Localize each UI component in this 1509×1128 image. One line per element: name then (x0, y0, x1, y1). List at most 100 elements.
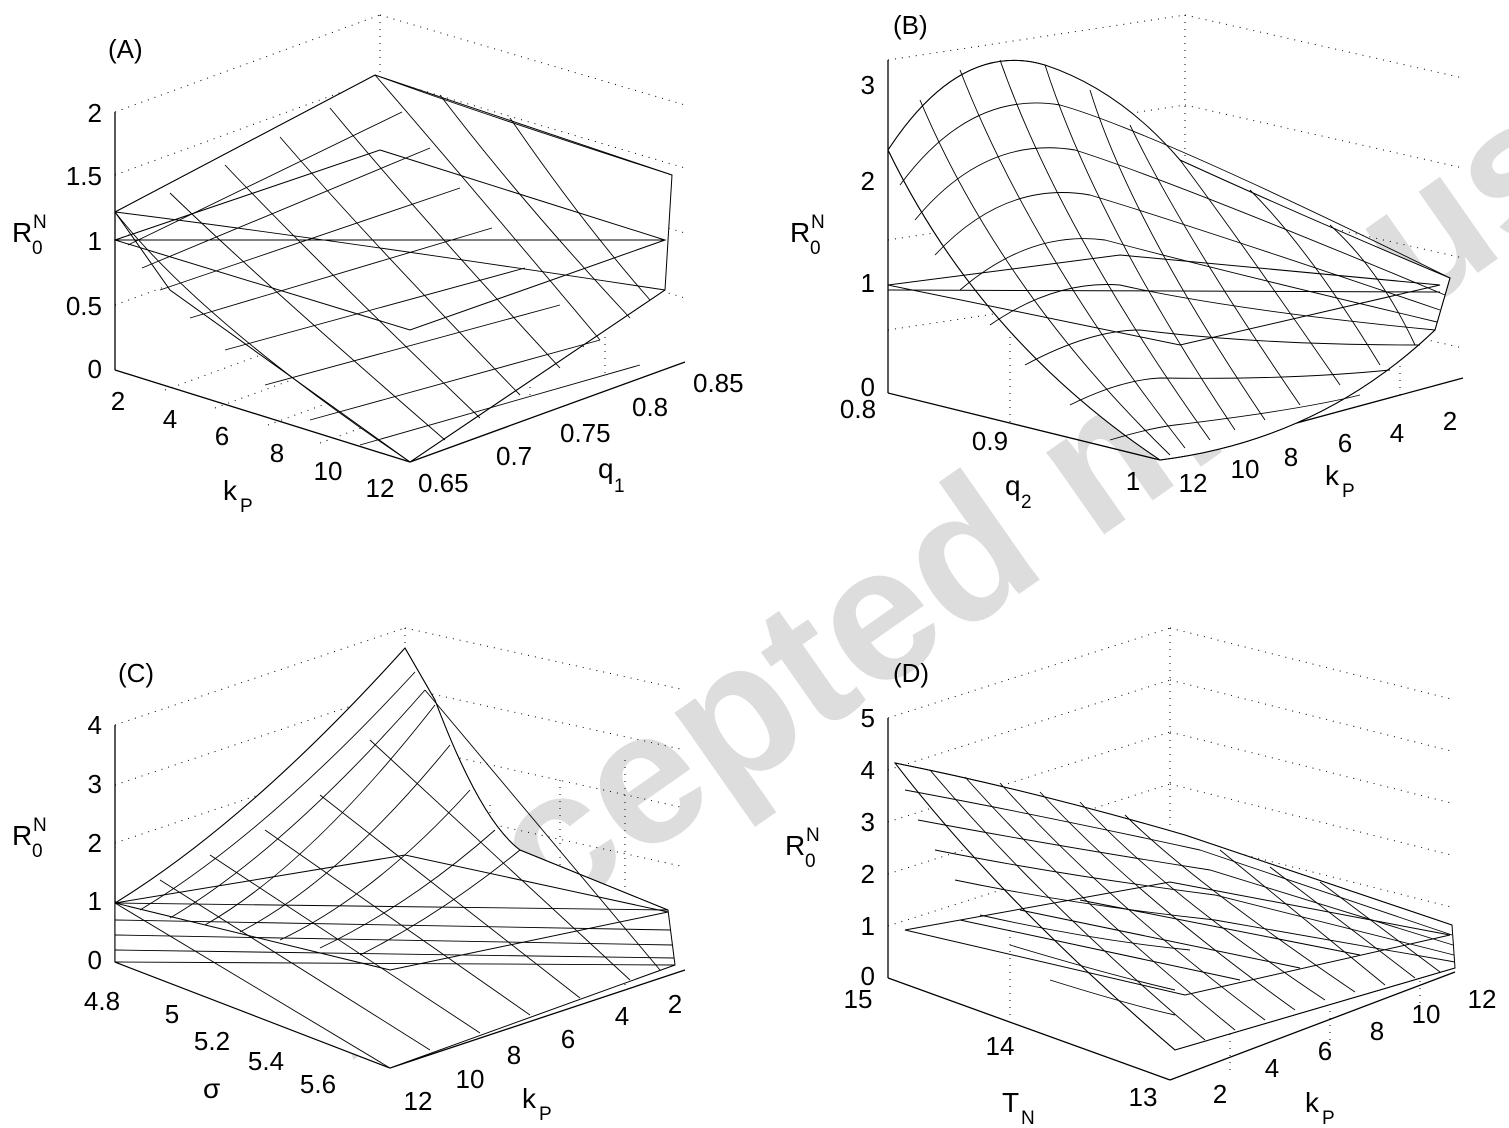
panel-c-xtick: 5.2 (194, 1026, 230, 1056)
panel-d-zticks: 5 4 3 2 1 0 (861, 703, 875, 991)
panel-d-ztick: 4 (861, 755, 875, 785)
panel-c-ztick: 4 (88, 710, 102, 740)
panel-d-label: (D) (893, 658, 929, 688)
svg-text:P: P (240, 496, 253, 517)
panel-b: (B) 3 2 1 0 R 0 N 0.8 0.9 1 q 2 12 10 8 … (790, 10, 1464, 513)
panel-c-zlabel: R 0 N (12, 815, 47, 862)
panel-b-ytick: 8 (1284, 442, 1298, 472)
panel-d-ytick: 14 (986, 1031, 1015, 1061)
panel-a-yticks: 0.65 0.7 0.75 0.8 0.85 (418, 368, 744, 498)
panel-b-xtick: 0.9 (972, 426, 1008, 456)
panel-b-ytick: 4 (1390, 418, 1404, 448)
panel-d-xtick: 12 (1468, 984, 1497, 1014)
panel-b-label: (B) (893, 10, 928, 40)
panel-c-ztick: 1 (88, 886, 102, 916)
svg-text:P: P (539, 1104, 552, 1125)
panel-c-xtick: 5 (165, 999, 179, 1029)
panel-a-xtick: 12 (366, 473, 395, 503)
panel-a-xtick: 4 (163, 404, 177, 434)
panel-d-ztick: 3 (861, 807, 875, 837)
panel-a-xtick: 2 (111, 386, 125, 416)
panel-d-ztick: 0 (861, 961, 875, 991)
panel-b-xticks: 0.8 0.9 1 (840, 394, 1140, 496)
panel-d-plane (904, 881, 1451, 996)
svg-text:k: k (522, 1083, 537, 1114)
panel-b-ytick: 2 (1443, 406, 1457, 436)
panel-b-ytick: 6 (1338, 428, 1352, 458)
panel-c-xlabel: σ (203, 1073, 220, 1104)
svg-text:1: 1 (614, 476, 625, 497)
panel-d: (D) 5 4 3 2 1 0 R 0 N 15 14 13 T N 2 4 6… (785, 627, 1497, 1128)
panel-c-yticks: 12 10 8 6 4 2 (404, 989, 683, 1116)
svg-text:k: k (1305, 1087, 1320, 1118)
panel-a-zticks: 2 1.5 1 0.5 0 (66, 98, 102, 384)
panel-a-xtick: 10 (314, 456, 343, 486)
svg-text:R: R (12, 820, 32, 851)
panel-c-mesh (114, 647, 676, 1069)
panel-d-mesh (894, 762, 1456, 1051)
svg-text:0: 0 (32, 238, 43, 259)
svg-text:q: q (1005, 470, 1021, 501)
panel-a-label: (A) (108, 34, 143, 64)
panel-a-xlabel: k P (223, 475, 253, 517)
svg-text:R: R (790, 217, 810, 248)
panel-a-surface (114, 74, 673, 463)
panel-d-xtick: 2 (1213, 1079, 1227, 1109)
svg-text:k: k (1325, 460, 1340, 491)
panel-c-ytick: 6 (561, 1024, 575, 1054)
panel-d-yticks: 15 14 13 (844, 984, 1158, 1112)
panel-d-ylabel: T N (1002, 1087, 1035, 1128)
panel-a-ztick: 2 (88, 98, 102, 128)
panel-b-ztick: 2 (861, 166, 875, 196)
panel-c-ytick: 2 (668, 989, 682, 1019)
panel-d-ztick: 1 (861, 911, 875, 941)
panel-a-xtick: 8 (270, 438, 284, 468)
panel-d-xtick: 8 (1370, 1016, 1384, 1046)
panel-a: (A) 2 1.5 1 0.5 0 R 0 N 2 4 6 8 10 12 k … (12, 14, 744, 517)
panel-c-ytick: 8 (507, 1040, 521, 1070)
panel-d-xtick: 10 (1412, 999, 1441, 1029)
svg-text:R: R (785, 830, 805, 861)
panel-d-xtick: 4 (1265, 1053, 1279, 1083)
svg-text:P: P (1322, 1108, 1335, 1128)
panel-a-ytick: 0.7 (496, 441, 532, 471)
panel-a-ztick: 0.5 (66, 291, 102, 321)
panel-a-ylabel: q 1 (598, 453, 625, 497)
svg-text:N: N (806, 825, 820, 846)
panel-b-ytick: 10 (1231, 454, 1260, 484)
panel-d-xticks: 2 4 6 8 10 12 (1213, 984, 1497, 1109)
panel-b-xtick: 1 (1126, 466, 1140, 496)
panel-c-ylabel: k P (522, 1083, 552, 1125)
panel-c-ytick: 4 (615, 1001, 629, 1031)
panel-b-plane (887, 254, 1441, 346)
panel-c-ztick: 2 (88, 828, 102, 858)
panel-b-zticks: 3 2 1 0 (861, 70, 875, 402)
svg-text:0: 0 (805, 851, 816, 872)
panel-d-surface (893, 762, 1456, 1051)
panel-c-xtick: 4.8 (84, 986, 120, 1016)
svg-text:2: 2 (1021, 492, 1032, 513)
panel-a-plane (113, 149, 667, 331)
panel-c-ztick: 3 (88, 769, 102, 799)
panel-c-xtick: 5.6 (300, 1069, 336, 1099)
panel-b-ztick: 0 (861, 372, 875, 402)
svg-text:N: N (33, 815, 47, 836)
panel-c: (C) 4 3 2 1 0 R 0 N 4.8 5 5.2 5.4 5.6 σ … (12, 627, 686, 1125)
panel-d-ytick: 13 (1129, 1082, 1158, 1112)
panel-c-ytick: 10 (456, 1064, 485, 1094)
panel-d-ztick: 5 (861, 703, 875, 733)
panel-b-ztick: 1 (861, 268, 875, 298)
svg-text:k: k (223, 475, 238, 506)
panel-d-box (887, 718, 1456, 1081)
panel-b-xtick: 0.8 (840, 394, 876, 424)
panel-a-zlabel: R 0 N (12, 212, 47, 259)
panel-a-ztick: 1 (88, 226, 102, 256)
panel-b-yticks: 12 10 8 6 4 2 (1179, 406, 1458, 498)
panel-b-mesh (887, 59, 1451, 461)
svg-text:N: N (1021, 1108, 1035, 1128)
panel-c-xtick: 5.4 (248, 1046, 284, 1076)
svg-text:0: 0 (810, 238, 821, 259)
svg-text:P: P (1342, 481, 1355, 502)
panel-a-zlabel-text: R (12, 217, 32, 248)
